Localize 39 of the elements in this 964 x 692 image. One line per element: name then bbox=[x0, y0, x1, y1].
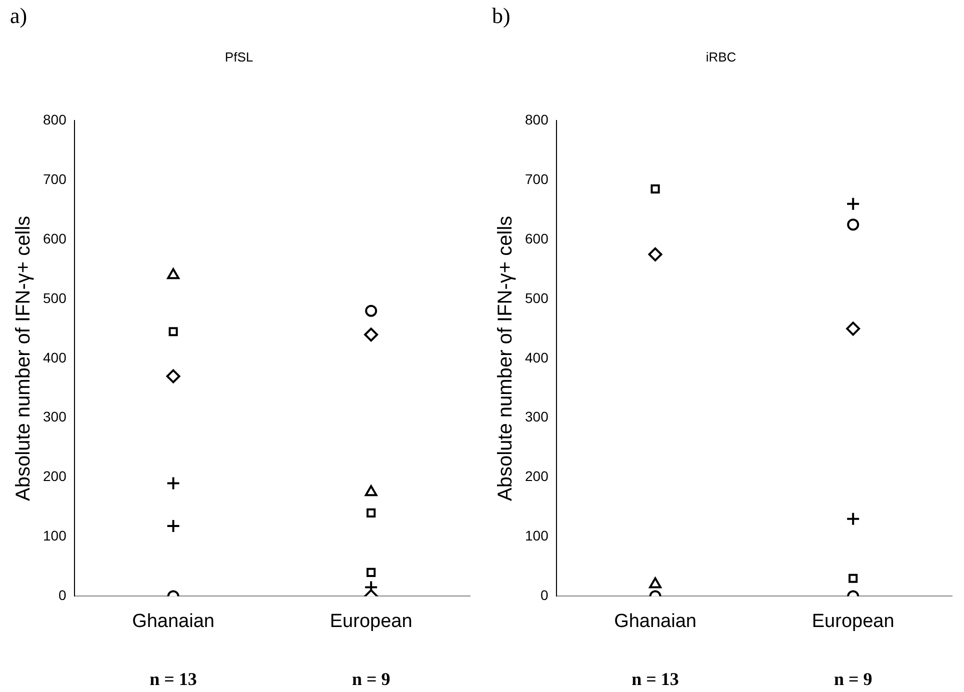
point bbox=[846, 322, 860, 336]
point bbox=[649, 577, 662, 588]
x-tick-label: European bbox=[330, 610, 412, 632]
point bbox=[847, 218, 860, 231]
y-tick-label: 400 bbox=[525, 349, 549, 366]
y-tick-label: 500 bbox=[43, 290, 67, 306]
y-tick-label: 200 bbox=[43, 468, 67, 484]
point bbox=[648, 247, 662, 262]
text: n = 13 bbox=[150, 669, 197, 689]
y-tick-label: 100 bbox=[525, 528, 549, 544]
text: n = 13 bbox=[632, 669, 679, 689]
y-tick-label: 600 bbox=[43, 230, 67, 246]
y-tick-label: 800 bbox=[525, 111, 549, 128]
y-tick-label: 300 bbox=[525, 408, 549, 425]
point bbox=[650, 184, 660, 194]
y-axis-title: Absolute number of IFN-γ+ cells bbox=[494, 216, 517, 501]
text: n = 9 bbox=[834, 669, 872, 689]
text: b) bbox=[492, 2, 510, 28]
y-tick-label: 700 bbox=[525, 170, 549, 187]
point bbox=[846, 512, 860, 526]
y-tick-label: 600 bbox=[525, 230, 549, 246]
text: a) bbox=[10, 2, 28, 28]
y-tick-label: 400 bbox=[43, 349, 67, 366]
chart-title: iRBC bbox=[706, 49, 736, 64]
chart-title: PfSL bbox=[224, 49, 254, 64]
y-tick-label: 100 bbox=[43, 528, 67, 544]
y-tick-label: 700 bbox=[43, 170, 67, 187]
x-tick-label: European bbox=[812, 610, 894, 632]
y-tick-label: 0 bbox=[58, 587, 67, 604]
point bbox=[848, 574, 858, 583]
y-axis-title: Absolute number of IFN-γ+ cells bbox=[12, 216, 35, 501]
y-tick-label: 200 bbox=[525, 468, 549, 484]
text: n = 9 bbox=[352, 669, 390, 689]
y-tick-label: 300 bbox=[43, 408, 67, 425]
x-tick-label: Ghanaian bbox=[614, 610, 696, 632]
y-tick-label: 500 bbox=[525, 290, 549, 306]
x-tick-label: Ghanaian bbox=[132, 610, 214, 632]
y-tick-label: 800 bbox=[43, 111, 67, 128]
y-tick-label: 0 bbox=[540, 587, 549, 604]
